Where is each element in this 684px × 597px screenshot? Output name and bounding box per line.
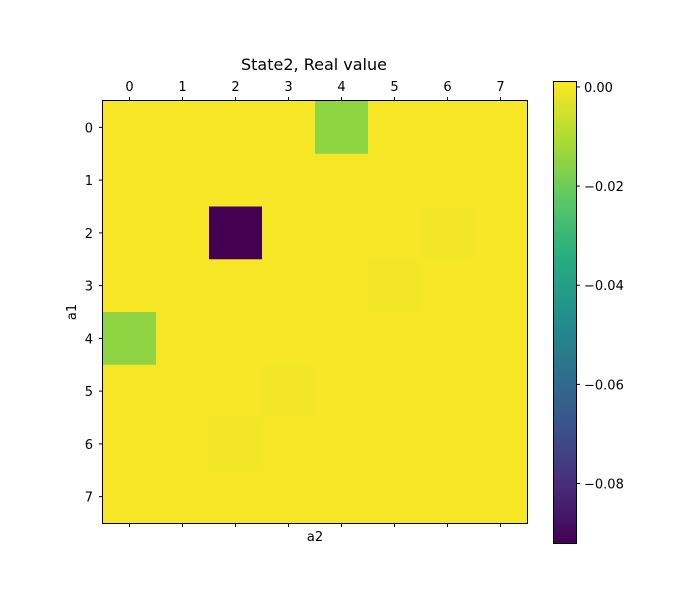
heatmap-cell-r3-c7 [474,259,528,313]
plot-frame [102,100,528,524]
heatmap-cell-r7-c0 [103,470,157,524]
heatmap-cell-r4-c4 [315,312,369,366]
heatmap-cell-r1-c0 [103,153,157,208]
heatmap-cell-r2-c6 [421,206,475,260]
heatmap-cell-r1-c7 [474,153,528,208]
heatmap-cell-r1-c5 [368,153,422,208]
heatmap-cell-r4-c5 [368,312,422,366]
heatmap-cell-r2-c7 [474,206,528,260]
heatmap-cell-r3-c5 [368,259,422,313]
heatmap-cell-r5-c2 [209,364,263,419]
heatmap-cell-r3-c1 [156,259,210,313]
x-axis-label: a2 [307,530,323,545]
heatmap-cell-r6-c7 [474,417,528,471]
heatmap-cell-r5-c6 [421,364,475,419]
heatmap-cell-r2-c4 [315,206,369,260]
x-tick-label: 7 [496,80,504,95]
heatmap-cell-r0-c3 [262,101,316,155]
y-tick-label: 5 [85,385,93,400]
y-axis-ticks: 0 1 2 3 4 5 6 7 [85,121,103,506]
x-tick-label: 2 [231,80,239,95]
heatmap-cell-r4-c2 [209,312,263,366]
y-tick-label: 4 [85,332,93,347]
heatmap-cell-r6-c1 [156,417,210,471]
colorbar-tick-label: −0.06 [584,378,624,393]
heatmap-cell-r2-c5 [368,206,422,260]
heatmap-cell-r5-c1 [156,364,210,419]
x-tick-label: 5 [390,80,398,95]
heatmap-cell-r1-c4 [315,153,369,208]
x-tick-label: 1 [178,80,186,95]
heatmap-cell-r5-c4 [315,364,369,419]
heatmap-cell-r3-c0 [103,259,157,313]
colorbar-tick-label: −0.04 [584,279,624,294]
heatmap-cell-r6-c5 [368,417,422,471]
heatmap-cell-r7-c6 [421,470,475,524]
heatmap-cell-r0-c1 [156,101,210,155]
heatmap-cell-r5-c3 [262,364,316,419]
heatmap-cell-r4-c0 [103,312,157,366]
heatmap-cell-r7-c2 [209,470,263,524]
x-tick-label: 3 [284,80,292,95]
heatmap-cell-r1-c2 [209,153,263,208]
colorbar-tick-label: −0.02 [584,180,624,195]
y-tick-label: 2 [85,227,93,242]
heatmap-cell-r1-c6 [421,153,475,208]
x-tick-label: 0 [125,80,133,95]
heatmap-cell-r4-c3 [262,312,316,366]
heatmap-cell-r3-c6 [421,259,475,313]
heatmap-cell-r7-c7 [474,470,528,524]
heatmap-cell-r0-c2 [209,101,263,155]
heatmap-cell-r6-c6 [421,417,475,471]
x-tick-label: 4 [337,80,345,95]
heatmap-cell-r7-c5 [368,470,422,524]
heatmap-cell-r7-c3 [262,470,316,524]
heatmap-cell-r5-c5 [368,364,422,419]
heatmap-cell-r1-c1 [156,153,210,208]
heatmap-cell-r4-c6 [421,312,475,366]
heatmap-cell-r1-c3 [262,153,316,208]
heatmap-cell-r7-c1 [156,470,210,524]
y-tick-label: 0 [85,121,93,136]
y-tick-label: 3 [85,280,93,295]
x-axis-ticks: 0 1 2 3 4 5 6 7 [125,80,505,527]
colorbar-tick-label: −0.08 [584,478,624,493]
heatmap-cell-r6-c3 [262,417,316,471]
heatmap-cell-r0-c5 [368,101,422,155]
heatmap-cell-r6-c2 [209,417,263,471]
heatmap-cell-r3-c3 [262,259,316,313]
heatmap-cell-r3-c2 [209,259,263,313]
heatmap-cell-r0-c0 [103,101,157,155]
heatmap-cell-r2-c1 [156,206,210,260]
heatmap-cell-r5-c0 [103,364,157,419]
heatmap-cells [103,101,528,524]
heatmap-cell-r2-c0 [103,206,157,260]
heatmap-cell-r5-c7 [474,364,528,419]
y-tick-label: 1 [85,174,93,189]
colorbar-ticks: 0.00 −0.02 −0.04 −0.06 −0.08 [576,81,624,493]
heatmap-cell-r6-c0 [103,417,157,471]
heatmap-cell-r4-c7 [474,312,528,366]
y-tick-label: 7 [85,491,93,506]
heatmap-cell-r6-c4 [315,417,369,471]
heatmap-cell-r3-c4 [315,259,369,313]
heatmap-cell-r2-c3 [262,206,316,260]
colorbar [553,81,577,544]
heatmap-cell-r4-c1 [156,312,210,366]
y-axis-label: a1 [65,304,80,320]
chart-title: State2, Real value [241,55,387,74]
heatmap-cell-r7-c4 [315,470,369,524]
colorbar-tick-label: 0.00 [584,81,613,96]
heatmap-cell-r0-c6 [421,101,475,155]
y-tick-label: 6 [85,438,93,453]
heatmap-cell-r0-c7 [474,101,528,155]
heatmap-cell-r2-c2 [209,206,263,260]
x-tick-label: 6 [443,80,451,95]
heatmap-cell-r0-c4 [315,101,369,155]
